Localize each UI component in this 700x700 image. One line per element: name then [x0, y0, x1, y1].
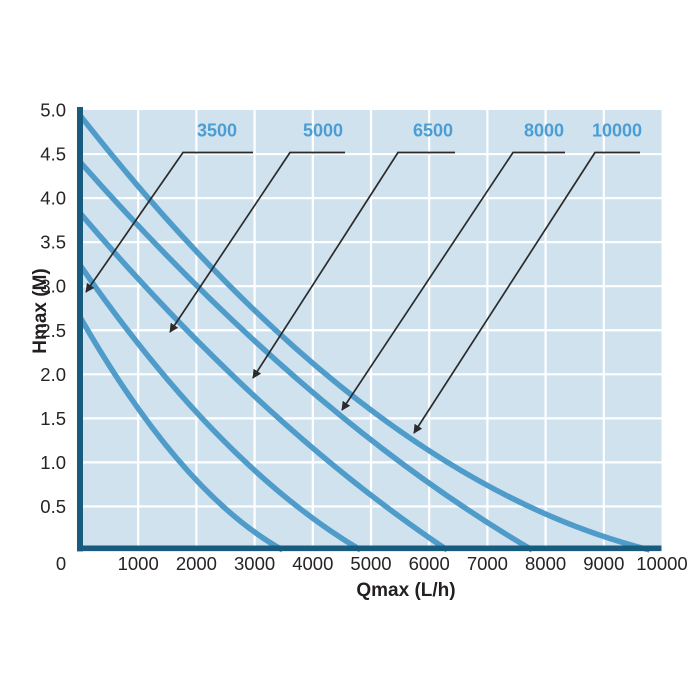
pump-curve-8000: [77, 160, 534, 553]
x-tick-label: 5000: [350, 553, 391, 574]
curve-label-5000: 5000: [303, 121, 343, 141]
x-tick-label: 1000: [118, 553, 159, 574]
y-tick-label: 2.0: [40, 364, 66, 385]
curve-label-6500: 6500: [413, 121, 453, 141]
pump-curves: [77, 113, 651, 553]
x-tick-label: 8000: [525, 553, 566, 574]
leader-arrow-6500: [252, 151, 455, 379]
axis-titles: Qmax (L/h) Hmax (M): [30, 268, 456, 601]
y-tick-label: 4.0: [40, 188, 66, 209]
pump-curve-5000: [77, 263, 362, 553]
curve-label-3500: 3500: [197, 121, 237, 141]
y-tick-label: 4.5: [40, 144, 66, 165]
x-tick-label: 0: [56, 553, 66, 574]
y-axis-title: Hmax (M): [30, 268, 51, 354]
y-tick-label: 0.5: [40, 496, 66, 517]
leader-arrow-8000: [341, 151, 565, 411]
x-tick-label: 10000: [636, 553, 687, 574]
y-tick-label: 3.5: [40, 232, 66, 253]
leader-arrow-3500: [85, 151, 253, 293]
x-tick-label: 3000: [234, 553, 275, 574]
y-tick-label: 5.0: [40, 100, 66, 121]
curve-label-8000: 8000: [524, 121, 564, 141]
x-tick-label: 4000: [292, 553, 333, 574]
leader-arrow-10000: [413, 151, 640, 434]
x-tick-label: 6000: [409, 553, 450, 574]
x-tick-label: 7000: [467, 553, 508, 574]
y-tick-label: 1.0: [40, 452, 66, 473]
x-tick-label: 9000: [583, 553, 624, 574]
pump-curve-6500: [77, 211, 449, 553]
pump-curve-10000: [77, 113, 651, 553]
curve-callouts: 3500 5000 6500 8000 10000: [85, 121, 642, 434]
y-tick-label: 1.5: [40, 408, 66, 429]
axis-lines: [77, 107, 662, 552]
curve-label-10000: 10000: [592, 121, 642, 141]
tick-labels: 0 1000 2000 3000 4000 5000 6000 7000 8000 9000 100…: [40, 100, 687, 575]
y-tick-label: 2.5: [40, 320, 66, 341]
y-tick-label: 3.0: [40, 276, 66, 297]
leader-arrow-5000: [169, 151, 345, 333]
pump-curve-3500: [77, 315, 284, 553]
x-tick-label: 2000: [176, 553, 217, 574]
x-axis-title: Qmax (L/h): [356, 580, 455, 601]
